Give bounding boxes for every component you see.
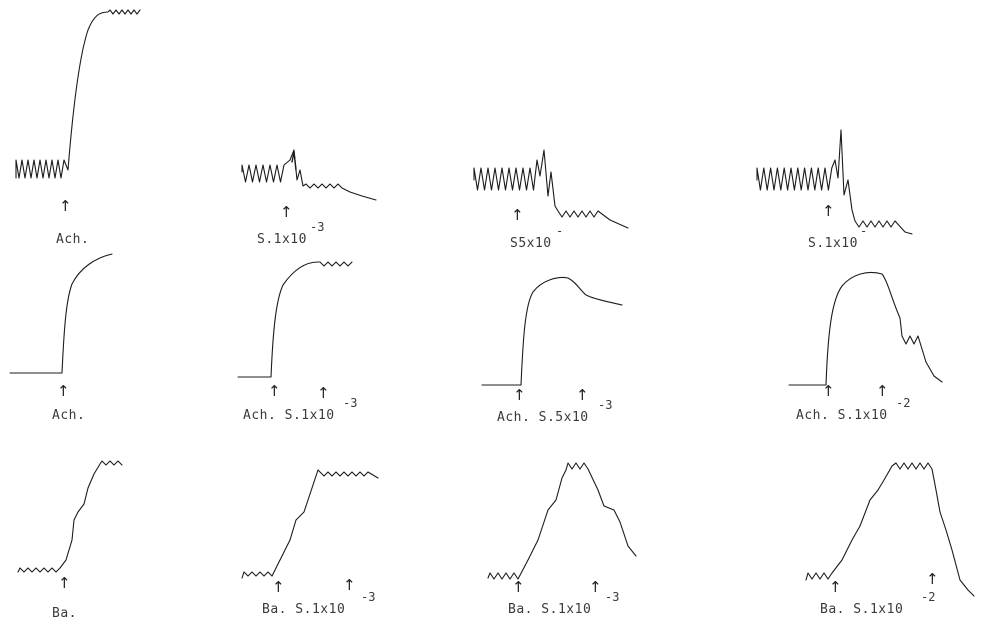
stimulus-arrow-icon: ↑ (57, 382, 70, 400)
panel-label: S.1x10 (808, 236, 858, 251)
trace-row2-ach (9, 253, 113, 374)
panel-label-exponent: -3 (605, 590, 620, 604)
stimulus-arrow-icon: ↑ (829, 578, 842, 596)
trace-row1-s5e3 (473, 149, 629, 229)
trace-row2-ach-s5e3 (481, 276, 623, 386)
trace-row3-ba (17, 460, 123, 573)
stimulus-arrow-icon: ↑ (512, 578, 525, 596)
panel-label: Ach. S.5x10 (497, 410, 589, 425)
trace-row2-ach-s1e2 (788, 271, 943, 386)
panel-label-exponent: -3 (361, 590, 376, 604)
trace-row3-ba-s1e2 (805, 462, 975, 597)
panel-label: Ba. S.1x10 (508, 602, 592, 617)
panel-label: Ba. S.1x10 (262, 602, 346, 617)
panel-label-exponent: - (556, 224, 564, 238)
panel-label-exponent: -2 (896, 396, 911, 410)
trace-row1-s1e3-spike (291, 151, 297, 171)
trace-row2-ach-s1e3 (237, 261, 353, 378)
stimulus-arrow-icon: ↑ (589, 578, 602, 596)
trace-row3-ba-s1e3-b (487, 462, 637, 580)
trace-row1-s1e3 (241, 149, 377, 201)
trace-row3-ba-s1e3-a (241, 469, 379, 579)
stimulus-arrow-icon: ↑ (343, 576, 356, 594)
panel-label: Ba. (52, 606, 77, 621)
panel-label-exponent: -3 (310, 220, 325, 234)
stimulus-arrow-icon: ↑ (822, 202, 835, 220)
stimulus-arrow-icon: ↑ (59, 197, 72, 215)
stimulus-arrow-icon: ↑ (576, 386, 589, 404)
panel-label-exponent: -3 (343, 396, 358, 410)
panel-label-exponent: -3 (598, 398, 613, 412)
stimulus-arrow-icon: ↑ (268, 382, 281, 400)
panel-label: Ba. S.1x10 (820, 602, 904, 617)
panel-label-exponent: - (860, 224, 868, 238)
stimulus-arrow-icon: ↑ (272, 578, 285, 596)
panel-label: Ach. S.1x10 (796, 408, 888, 423)
panel-label: S5x10 (510, 236, 552, 251)
stimulus-arrow-icon: ↑ (280, 203, 293, 221)
stimulus-arrow-icon: ↑ (926, 570, 939, 588)
stimulus-arrow-icon: ↑ (513, 386, 526, 404)
stimulus-arrow-icon: ↑ (317, 384, 330, 402)
panel-label: Ach. (52, 408, 86, 423)
panel-label: S.1x10 (257, 232, 307, 247)
trace-row1-ach (15, 9, 141, 179)
stimulus-arrow-icon: ↑ (511, 206, 524, 224)
stimulus-arrow-icon: ↑ (822, 382, 835, 400)
trace-row1-s1e2 (756, 129, 913, 235)
stimulus-arrow-icon: ↑ (58, 574, 71, 592)
panel-label: Ach. (56, 232, 90, 247)
panel-label: Ach. S.1x10 (243, 408, 335, 423)
panel-label-exponent: -2 (921, 590, 936, 604)
stimulus-arrow-icon: ↑ (876, 382, 889, 400)
